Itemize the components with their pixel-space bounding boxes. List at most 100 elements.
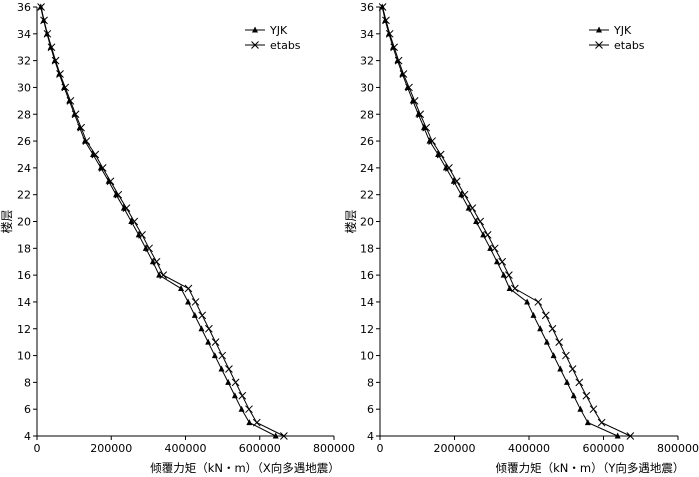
data-point-etabs [43,29,52,38]
x-tick-label: 800000 [657,442,699,455]
data-point-etabs [568,365,577,373]
y-tick-label: 26 [360,135,374,148]
series-line-etabs [382,6,631,437]
data-point-YJK [211,352,218,359]
y-tick-label: 20 [360,216,374,229]
data-point-etabs [122,204,131,212]
data-point-etabs [159,271,168,279]
data-point-YJK [473,218,480,224]
data-point-etabs [205,324,213,333]
x-tick-label: 200000 [434,442,476,455]
data-point-etabs [460,190,469,199]
data-point-YJK [246,419,253,426]
data-point-YJK [198,325,205,332]
data-point-etabs [626,432,635,440]
y-axis-title: 楼层 [0,209,14,233]
data-point-etabs [280,432,288,440]
series-line-YJK [381,6,618,437]
data-point-etabs [575,378,584,387]
data-point-etabs [47,43,56,52]
data-point-etabs [534,298,543,306]
data-point-etabs [71,110,80,119]
data-point-YJK [530,311,537,318]
y-tick-label: 14 [17,296,31,309]
x-tick-label: 800000 [313,442,355,455]
y-tick-label: 12 [360,323,374,336]
data-point-etabs [66,96,75,105]
data-point-etabs [218,351,227,360]
data-point-etabs [231,378,240,387]
y-tick-label: 8 [24,376,31,389]
legend-marker-YJK [596,26,602,33]
y-tick-label: 18 [17,242,31,255]
data-point-YJK [550,352,557,359]
data-point-etabs [61,83,70,92]
data-point-etabs [37,3,45,11]
data-point-etabs [394,56,403,65]
y-tick-label: 6 [24,403,31,416]
data-point-YJK [238,405,245,412]
chart-panel-x-direction: 4 6 8 10 12 14 16 18 20 22 24 26 28 30 32 34 36 0 200000 40… [0,1,355,475]
data-point-YJK [149,258,156,265]
data-point-etabs [56,70,64,78]
data-point-etabs [445,164,453,172]
data-point-YJK [458,191,465,198]
data-point-etabs [468,204,477,212]
y-tick-label: 14 [360,296,374,309]
chart-panel-y-direction: 4 6 8 10 12 14 16 18 20 22 24 26 28 30 32 34 36 0 200000 40… [343,1,699,475]
data-point-etabs [510,284,519,293]
legend-label-etabs: etabs [270,39,301,52]
data-point-etabs [483,231,492,239]
data-point-YJK [156,271,163,278]
data-point-YJK [563,378,570,385]
data-point-etabs [114,190,123,199]
data-point-YJK [577,405,584,412]
y-tick-label: 32 [17,55,31,68]
legend-marker-etabs [595,41,603,49]
y-tick-label: 10 [17,350,31,363]
legend-marker-etabs [251,41,259,49]
data-point-etabs [582,391,591,400]
data-point-YJK [570,392,577,399]
x-tick-label: 200000 [90,442,132,455]
data-point-YJK [81,137,88,144]
data-point-etabs [410,96,419,105]
y-tick-label: 10 [360,350,374,363]
data-point-etabs [399,70,408,78]
data-point-etabs [91,150,100,159]
x-tick-label: 600000 [239,442,281,455]
data-point-etabs [476,217,485,226]
data-point-etabs [238,391,247,400]
y-tick-label: 8 [367,376,374,389]
legend-marker-YJK [252,26,258,33]
y-tick-label: 24 [17,162,31,175]
data-point-etabs [98,164,107,172]
data-point-etabs [198,311,207,320]
data-point-etabs [138,231,146,239]
data-point-YJK [487,244,494,251]
data-point-YJK [465,204,472,211]
series-line-etabs [40,6,285,437]
data-point-YJK [178,285,185,292]
data-point-YJK [191,311,198,318]
data-point-etabs [245,405,253,414]
x-tick-label: 0 [377,442,384,455]
data-point-etabs [562,351,570,360]
data-point-etabs [436,150,445,159]
data-point-YJK [225,378,232,385]
y-tick-label: 12 [17,323,31,336]
data-point-etabs [82,137,91,145]
data-point-etabs [498,257,507,266]
y-tick-label: 28 [17,108,31,121]
legend-label-etabs: etabs [614,39,645,52]
data-point-YJK [584,419,591,426]
data-point-YJK [272,432,279,439]
data-point-etabs [106,177,115,186]
data-point-etabs [555,338,564,347]
data-point-YJK [537,325,544,332]
x-axis-title: 倾覆力矩（kN・m）（Y向多遇地震） [496,461,685,475]
y-tick-label: 22 [17,189,31,202]
data-point-YJK [614,432,621,439]
y-tick-label: 30 [360,81,374,94]
